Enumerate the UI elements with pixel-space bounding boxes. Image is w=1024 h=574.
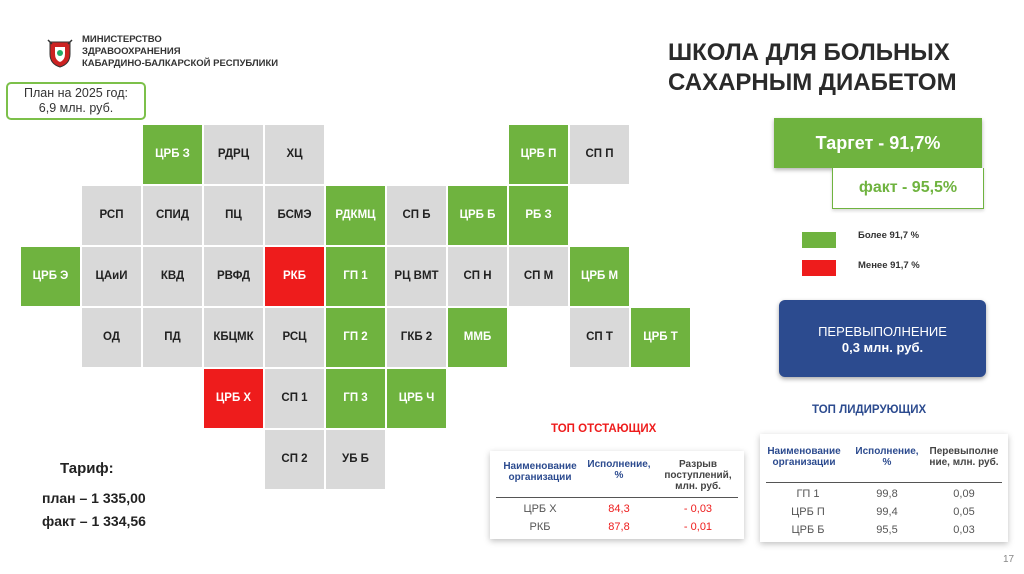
table-cell: - 0,03 bbox=[683, 503, 713, 515]
overfulfillment-label: ПЕРЕВЫПОЛНЕНИЕ bbox=[818, 324, 947, 339]
table-cell: ЦРБ П bbox=[791, 506, 825, 518]
org-cell: ЦРБ Э bbox=[21, 247, 80, 306]
org-cell: РЦ ВМТ bbox=[387, 247, 446, 306]
table-cell: 0,09 bbox=[953, 488, 975, 500]
org-cell: ГП 1 bbox=[326, 247, 385, 306]
org-cell: ЦРБ Х bbox=[204, 369, 263, 428]
org-cell: РКБ bbox=[265, 247, 324, 306]
title-line: ШКОЛА ДЛЯ БОЛЬНЫХ bbox=[668, 39, 950, 66]
org-cell: СПИД bbox=[143, 186, 202, 245]
leaders-header-exec: Исполнение, % bbox=[855, 446, 919, 468]
org-cell: БСМЭ bbox=[265, 186, 324, 245]
laggards-header-name: Наименование организации bbox=[503, 461, 577, 483]
legend-below-label: Менее 91,7 % bbox=[858, 260, 920, 271]
org-cell: ГКБ 2 bbox=[387, 308, 446, 367]
org-cell: КВД bbox=[143, 247, 202, 306]
org-cell: ОД bbox=[82, 308, 141, 367]
org-cell: РБ З bbox=[509, 186, 568, 245]
tariff-title: Тариф: bbox=[60, 460, 114, 477]
title-line: САХАРНЫМ ДИАБЕТОМ bbox=[668, 69, 957, 96]
laggards-table: Наименование организации Исполнение, % Р… bbox=[490, 451, 744, 539]
table-cell: ГП 1 bbox=[796, 488, 820, 500]
org-cell: ЦАиИ bbox=[82, 247, 141, 306]
table-cell: 87,8 bbox=[608, 521, 630, 533]
table-cell: РКБ bbox=[529, 521, 551, 533]
plan-box: План на 2025 год: 6,9 млн. руб. bbox=[6, 82, 146, 120]
org-cell: ЦРБ З bbox=[143, 125, 202, 184]
table-cell: 95,5 bbox=[876, 524, 898, 536]
org-cell: СП 2 bbox=[265, 430, 324, 489]
org-cell: ГП 3 bbox=[326, 369, 385, 428]
org-cell: РВФД bbox=[204, 247, 263, 306]
ministry-line: ЗДРАВООХРАНЕНИЯ bbox=[82, 46, 181, 57]
table-cell: 84,3 bbox=[608, 503, 630, 515]
org-cell: СП Т bbox=[570, 308, 629, 367]
org-cell: СП М bbox=[509, 247, 568, 306]
org-cell: ЦРБ Ч bbox=[387, 369, 446, 428]
org-cell: СП Н bbox=[448, 247, 507, 306]
org-cell: УБ Б bbox=[326, 430, 385, 489]
org-cell: ПЦ bbox=[204, 186, 263, 245]
table-cell: ЦРБ Б bbox=[791, 524, 825, 536]
table-cell: 0,03 bbox=[953, 524, 975, 536]
ministry-name: МИНИСТЕРСТВО ЗДРАВООХРАНЕНИЯ КАБАРДИНО-Б… bbox=[82, 34, 278, 70]
org-cell: ПД bbox=[143, 308, 202, 367]
overfulfillment-box: ПЕРЕВЫПОЛНЕНИЕ 0,3 млн. руб. bbox=[779, 300, 986, 377]
legend-swatch-above bbox=[802, 232, 836, 248]
plan-label: План на 2025 год: bbox=[24, 86, 128, 100]
table-cell: - 0,01 bbox=[683, 521, 713, 533]
plan-value: 6,9 млн. руб. bbox=[38, 101, 114, 115]
org-cell: ЦРБ Т bbox=[631, 308, 690, 367]
legend-swatch-below bbox=[802, 260, 836, 276]
org-cell: РСП bbox=[82, 186, 141, 245]
ministry-line: КАБАРДИНО-БАЛКАРСКОЙ РЕСПУБЛИКИ bbox=[82, 58, 279, 69]
leaders-title: ТОП ЛИДИРУЮЩИХ bbox=[812, 404, 927, 416]
fact-badge: факт - 95,5% bbox=[832, 168, 984, 209]
org-cell: ЦРБ М bbox=[570, 247, 629, 306]
target-badge: Таргет - 91,7% bbox=[774, 118, 982, 168]
org-cell: РДКМЦ bbox=[326, 186, 385, 245]
coat-of-arms-icon bbox=[46, 38, 74, 68]
tariff-plan: план – 1 335,00 bbox=[42, 490, 146, 506]
leaders-header-name: Наименование организации bbox=[767, 446, 841, 468]
tariff-fact: факт – 1 334,56 bbox=[42, 513, 146, 529]
table-cell: 99,4 bbox=[876, 506, 898, 518]
page-number: 17 bbox=[1003, 554, 1015, 565]
laggards-divider bbox=[496, 497, 738, 498]
org-cell: ХЦ bbox=[265, 125, 324, 184]
org-cell: ЦРБ П bbox=[509, 125, 568, 184]
org-cell: ММБ bbox=[448, 308, 507, 367]
org-cell: КБЦМК bbox=[204, 308, 263, 367]
laggards-title: ТОП ОТСТАЮЩИХ bbox=[551, 423, 657, 435]
org-cell: СП Б bbox=[387, 186, 446, 245]
laggards-header-exec: Исполнение, % bbox=[587, 459, 651, 481]
table-cell: ЦРБ Х bbox=[523, 503, 557, 515]
ministry-line: МИНИСТЕРСТВО bbox=[82, 34, 162, 45]
leaders-table: Наименование организации Исполнение, % П… bbox=[760, 434, 1008, 542]
org-cell: РДРЦ bbox=[204, 125, 263, 184]
overfulfillment-value: 0,3 млн. руб. bbox=[841, 340, 924, 355]
laggards-header-gap: Разрыв поступлений, млн. руб. bbox=[664, 459, 732, 492]
table-cell: 0,05 bbox=[953, 506, 975, 518]
leaders-divider bbox=[766, 482, 1002, 483]
org-cell: РСЦ bbox=[265, 308, 324, 367]
legend-above-label: Более 91,7 % bbox=[858, 230, 920, 241]
table-cell: 99,8 bbox=[876, 488, 898, 500]
leaders-header-over: Перевыполне ние, млн. руб. bbox=[929, 446, 999, 468]
org-cell: ГП 2 bbox=[326, 308, 385, 367]
org-cell: СП П bbox=[570, 125, 629, 184]
org-cell: ЦРБ Б bbox=[448, 186, 507, 245]
org-cell: СП 1 bbox=[265, 369, 324, 428]
page-title: ШКОЛА ДЛЯ БОЛЬНЫХ САХАРНЫМ ДИАБЕТОМ bbox=[668, 38, 998, 98]
